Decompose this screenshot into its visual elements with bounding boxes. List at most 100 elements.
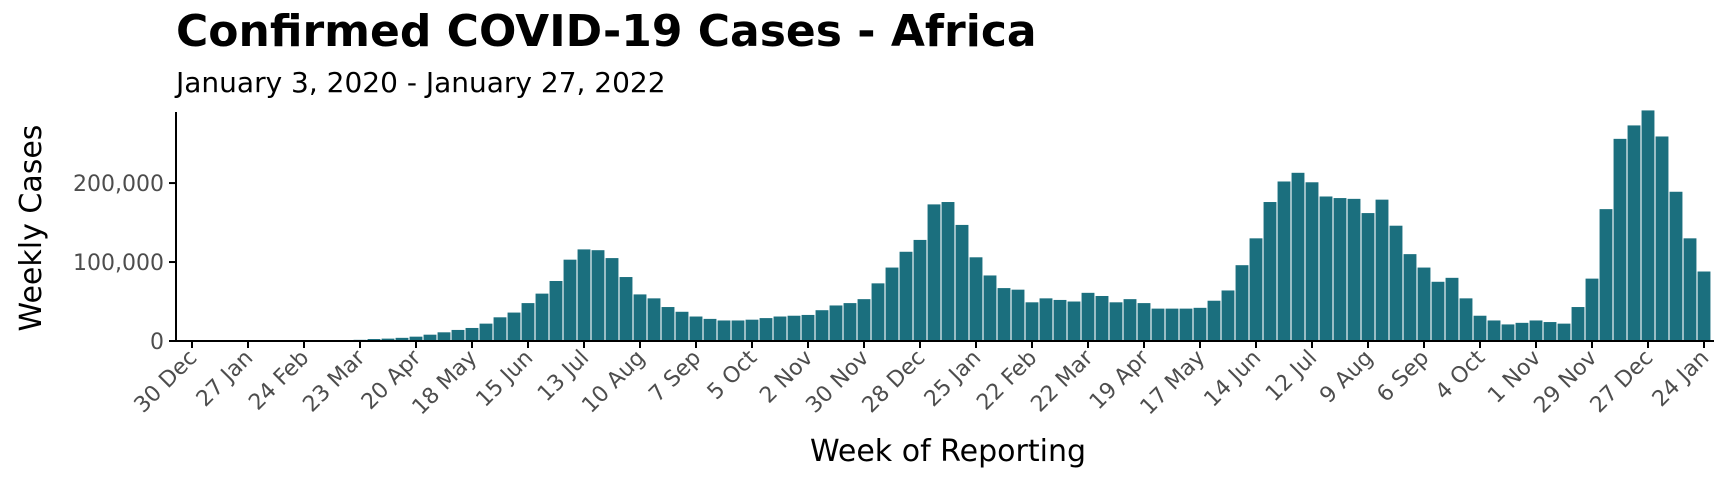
bar [731,320,745,341]
bar [1221,290,1235,341]
bar [423,334,437,341]
bar [1277,181,1291,341]
bar [1445,277,1459,341]
y-tick-label: 100,000 [73,251,164,276]
bar [1291,172,1305,341]
bar [759,318,773,341]
x-tick-label: 15 Jun [472,346,539,413]
bar [1641,110,1655,341]
bar [969,257,983,341]
bar [983,275,997,341]
bar [1683,238,1697,341]
bar [1417,267,1431,341]
bar [577,249,591,341]
bar [1543,322,1557,341]
bar [1081,292,1095,341]
bar [1011,289,1025,341]
bar [745,319,759,341]
bar [1067,301,1081,341]
x-tick-label: 28 Dec [858,346,931,419]
x-tick-label: 6 Sep [1372,346,1434,408]
bar [941,202,955,341]
bar [913,239,927,341]
bar [1025,302,1039,341]
bar [857,299,871,341]
chart-title: Confirmed COVID-19 Cases - Africa [176,6,1037,57]
bar [619,277,633,341]
bar [437,332,451,341]
bar [1529,320,1543,341]
bar [633,294,647,341]
bar [1249,238,1263,341]
bar [899,251,913,341]
bar [451,329,465,341]
x-tick-label: 30 Dec [130,346,203,419]
bar [1207,300,1221,341]
bar [1151,308,1165,341]
bar [1697,271,1711,341]
bar [1193,307,1207,341]
y-tick-label: 0 [150,330,164,355]
bar [1235,265,1249,341]
bar [773,316,787,341]
x-tick-label: 29 Nov [1529,346,1602,419]
x-tick-label: 24 Jan [1648,346,1714,412]
bar [1179,308,1193,341]
y-axis-ticks: 0 100,000 200,000 [73,172,176,355]
bar [1039,298,1053,341]
bar [409,336,423,341]
bar [661,307,675,341]
bar [1095,295,1109,341]
bar [1305,182,1319,341]
bar [605,258,619,341]
bar [1333,198,1347,341]
bar [1361,213,1375,341]
bar [535,293,549,341]
bar [493,317,507,341]
x-tick-label: 4 Oct [1431,345,1491,405]
bar [1487,320,1501,341]
axes [175,112,1714,342]
x-tick-label: 5 Oct [703,345,763,405]
bar [997,288,1011,341]
bar [675,311,689,341]
x-tick-label: 10 Aug [577,346,650,419]
bar [1165,308,1179,341]
bar [1347,198,1361,341]
bar [717,320,731,341]
bar [1473,315,1487,341]
bar [647,298,661,341]
bar [927,204,941,341]
bar [843,303,857,341]
bar [1515,322,1529,341]
x-tick-label: 27 Dec [1586,346,1659,419]
bar [871,283,885,341]
bar [689,316,703,341]
x-tick-label: 12 Jul [1261,346,1322,407]
bar [1585,278,1599,341]
bar [381,338,395,341]
bar [1137,303,1151,341]
bar [815,310,829,341]
bar [1263,202,1277,341]
x-tick-label: 9 Aug [1315,346,1378,409]
x-tick-label: 30 Nov [801,346,874,419]
x-axis-title: Week of Reporting [810,434,1086,469]
bar [1403,254,1417,341]
bar [787,315,801,341]
x-tick-label: 23 Mar [298,345,370,417]
bar [1599,209,1613,341]
bar-series [297,110,1711,341]
y-tick-label: 200,000 [73,172,164,197]
chart-subtitle: January 3, 2020 - January 27, 2022 [176,66,666,99]
bar [479,323,493,341]
bar [1501,324,1515,341]
bar [507,312,521,341]
bar [955,224,969,341]
bar [1109,302,1123,341]
x-tick-label: 7 Sep [644,346,706,408]
x-tick-label: 22 Mar [1026,345,1098,417]
bar [1627,125,1641,341]
